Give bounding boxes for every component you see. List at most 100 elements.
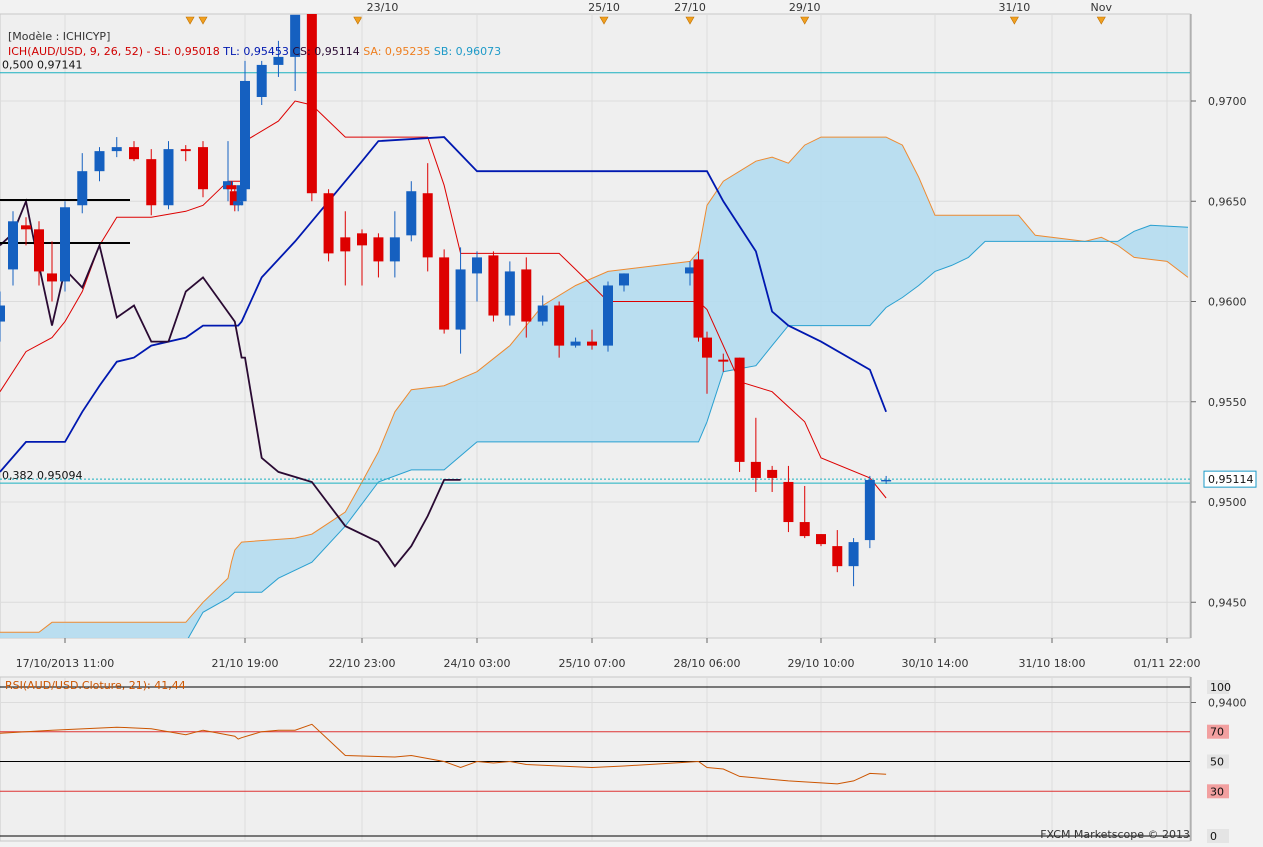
candle-body — [504, 271, 515, 316]
rsi-level-label: 100 — [1210, 681, 1231, 694]
date-marker-strip: 23/10 25/10 27/10 29/10 31/10 Nov — [185, 1, 1113, 25]
legend: [Modèle : ICHICYP] ICH(AUD/USD, 9, 26, 5… — [8, 30, 501, 58]
price-tick-label: 0,9500 — [1208, 496, 1247, 509]
tenkan-sen-line — [0, 100, 887, 499]
candle-body — [864, 479, 875, 541]
senkou-span-b-line — [187, 224, 1189, 638]
top-date-label: 25/10 — [588, 1, 620, 14]
event-marker-icon[interactable] — [685, 16, 695, 25]
price-tick-label: 0,9400 — [1208, 697, 1247, 710]
candle-body — [537, 305, 548, 322]
candle-body — [439, 257, 450, 330]
rsi-level-tag — [1207, 724, 1229, 739]
candle-body — [8, 221, 18, 270]
candle-body — [718, 359, 729, 362]
candle-body — [406, 191, 417, 236]
fib-level-label: 0,500 0,97141 — [2, 59, 82, 72]
candle-body — [554, 305, 565, 346]
candle-body — [306, 14, 317, 194]
time-tick-label: 31/10 18:00 — [1019, 657, 1086, 670]
time-tick-label: 22/10 23:00 — [329, 657, 396, 670]
brand-footer: FXCM Marketscope © 2013 — [1040, 828, 1190, 841]
event-marker-icon[interactable] — [800, 16, 810, 25]
candle-body — [488, 255, 499, 316]
rsi-level-label: 50 — [1210, 756, 1224, 769]
rsi-level-tag — [1207, 829, 1229, 843]
time-tick-label: 29/10 10:00 — [788, 657, 855, 670]
time-tick-label: 28/10 06:00 — [674, 657, 741, 670]
candle-body — [357, 233, 367, 246]
event-marker-icon[interactable] — [353, 16, 363, 25]
candle-body — [389, 237, 400, 262]
candle-body — [340, 237, 351, 252]
time-tick-label: 25/10 07:00 — [559, 657, 626, 670]
rsi-indicator: 100 70 50 30 0 — [0, 680, 1231, 843]
top-date-label: 27/10 — [674, 1, 706, 14]
candle-body — [767, 469, 778, 478]
candle-body — [229, 191, 240, 206]
time-tick-label: 21/10 19:00 — [212, 657, 279, 670]
top-date-label: 31/10 — [999, 1, 1031, 14]
price-tick-label: 0,9650 — [1208, 195, 1247, 208]
legend-entry: TL: 0,95453 — [220, 45, 289, 58]
candle-body — [226, 185, 237, 190]
rsi-pane — [0, 676, 1191, 842]
current-price-label: 0,95114 — [1208, 473, 1254, 486]
senkou-span-a-line — [0, 136, 1189, 633]
time-tick-label: 17/10/2013 11:00 — [16, 657, 115, 670]
price-tick-label: 0,9450 — [1208, 596, 1247, 609]
ichimoku-lines — [0, 100, 887, 568]
time-axis: 17/10/2013 11:00 21/10 19:00 22/10 23:00 24… — [16, 638, 1201, 670]
candle-body — [0, 305, 5, 322]
candle-body — [750, 461, 761, 478]
event-marker-icon[interactable] — [1009, 16, 1019, 25]
legend-entry: SB: 0,96073 — [430, 45, 501, 58]
event-marker-icon[interactable] — [599, 16, 609, 25]
candlesticks — [0, 14, 892, 587]
rsi-level-tag — [1207, 784, 1229, 799]
chikou-span-line — [0, 198, 461, 568]
rsi-level-tag — [1207, 754, 1229, 769]
candle-body — [77, 171, 88, 206]
legend-entry: SL: 0,95018 — [150, 45, 219, 58]
legend-entry: ICH(AUD/USD, 9, 26, 52) - — [8, 45, 151, 58]
ichimoku-cloud — [0, 136, 1189, 638]
candle-body — [323, 193, 334, 254]
price-tick-label: 0,9600 — [1208, 296, 1247, 309]
rsi-level-label: 70 — [1210, 726, 1224, 739]
price-tick-label: 0,9550 — [1208, 396, 1247, 409]
event-marker-icon[interactable] — [198, 16, 208, 25]
candle-body — [256, 64, 267, 97]
event-marker-icon[interactable] — [1096, 16, 1106, 25]
model-label: [Modèle : ICHICYP] — [8, 30, 110, 43]
top-date-label: Nov — [1091, 1, 1113, 14]
candle-body — [783, 481, 794, 523]
fibonacci-levels: 0,500 0,97141 0,382 0,95094 — [0, 59, 1190, 484]
time-tick-label: 01/11 22:00 — [1134, 657, 1201, 670]
candle-body — [180, 149, 191, 152]
candle-body — [881, 479, 892, 482]
candle-body — [240, 80, 250, 190]
candle-body — [94, 151, 105, 172]
rsi-level-tag — [1207, 680, 1229, 694]
candle-body — [832, 546, 843, 567]
cloud-fill — [0, 137, 1188, 638]
candle-body — [570, 341, 581, 346]
ichimoku-legend: ICH(AUD/USD, 9, 26, 52) - SL: 0,95018 TL… — [8, 45, 501, 58]
candle-body — [290, 14, 301, 57]
candle-body — [198, 147, 208, 190]
candle-body — [236, 185, 247, 202]
event-marker-icon[interactable] — [185, 16, 195, 25]
candle-body — [163, 149, 174, 206]
candle-body — [734, 357, 745, 462]
candle-body — [702, 337, 712, 358]
candle-body — [373, 237, 384, 262]
candle-body — [21, 225, 31, 230]
price-axis: 0,9400 0,9450 0,9500 0,9550 0,9600 0,9650 0,97… — [1191, 95, 1257, 710]
current-price-box — [1203, 470, 1257, 488]
price-tick-label: 0,9700 — [1208, 95, 1247, 108]
candle-body — [472, 257, 482, 274]
candle-body — [587, 341, 597, 346]
